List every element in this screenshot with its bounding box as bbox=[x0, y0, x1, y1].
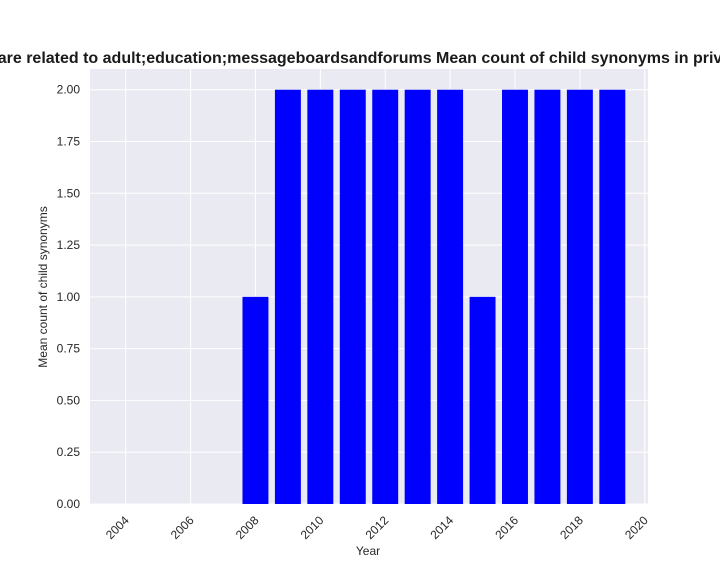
x-tick-label: 2008 bbox=[233, 513, 262, 542]
y-axis-ticks: 0.00 0.25 0.50 0.75 1.00 1.25 1.50 1.75 2.00 bbox=[57, 83, 81, 511]
bar-2014 bbox=[437, 89, 464, 504]
bar-2017 bbox=[534, 89, 561, 504]
y-axis-label: Mean count of child synonyms bbox=[36, 206, 50, 367]
bar-2012 bbox=[372, 89, 399, 504]
bar-2019 bbox=[599, 89, 626, 504]
bar-2008 bbox=[242, 296, 269, 504]
y-tick-label: 0.50 bbox=[57, 393, 81, 407]
bar-2013 bbox=[404, 89, 431, 504]
x-axis-ticks: 2004 2006 2008 2010 2012 2014 2016 2018 2020 bbox=[103, 513, 651, 542]
bar-2015 bbox=[469, 296, 496, 504]
x-tick-label: 2012 bbox=[363, 513, 392, 542]
y-tick-label: 1.50 bbox=[57, 186, 81, 200]
x-tick-label: 2010 bbox=[298, 513, 327, 542]
chart-title: are related to adult;education;messagebo… bbox=[0, 50, 720, 67]
x-tick-label: 2006 bbox=[168, 513, 197, 542]
bar-2011 bbox=[339, 89, 366, 504]
bar-2018 bbox=[566, 89, 593, 504]
bar-2009 bbox=[274, 89, 301, 504]
y-tick-label: 1.75 bbox=[57, 135, 81, 149]
x-axis-label: Year bbox=[356, 544, 380, 558]
bar-2010 bbox=[307, 89, 334, 504]
y-tick-label: 0.75 bbox=[57, 342, 81, 356]
x-tick-label: 2004 bbox=[103, 513, 132, 542]
bar-2016 bbox=[502, 89, 528, 504]
bars bbox=[242, 89, 626, 504]
x-tick-label: 2014 bbox=[427, 513, 456, 542]
y-tick-label: 2.00 bbox=[57, 83, 81, 97]
y-tick-label: 1.25 bbox=[57, 238, 81, 252]
y-tick-label: 0.25 bbox=[57, 445, 81, 459]
x-tick-label: 2018 bbox=[557, 513, 586, 542]
y-tick-label: 0.00 bbox=[57, 497, 81, 511]
x-tick-label: 2020 bbox=[622, 513, 651, 542]
x-tick-label: 2016 bbox=[492, 513, 521, 542]
plot-area bbox=[90, 69, 648, 504]
y-tick-label: 1.00 bbox=[57, 290, 81, 304]
